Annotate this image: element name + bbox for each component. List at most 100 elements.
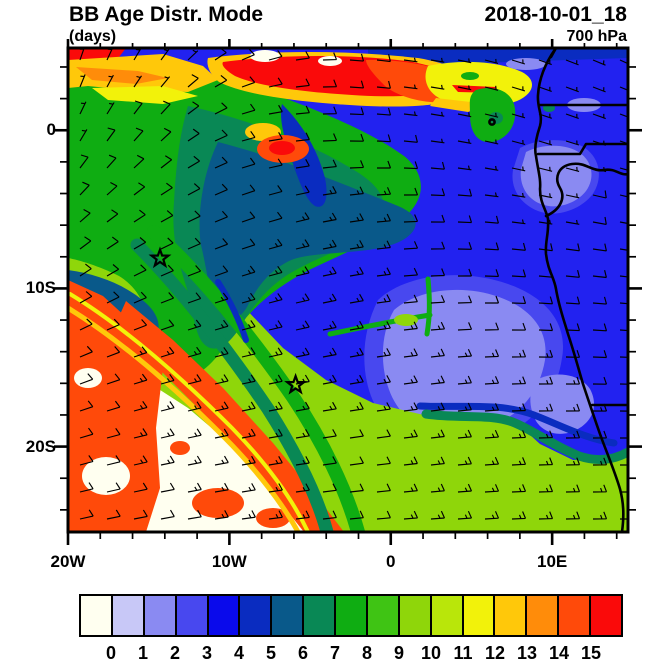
wind-barb: [376, 54, 391, 63]
contour-region: [92, 86, 198, 104]
wind-barb: [457, 402, 472, 412]
wind-barb: [349, 347, 364, 358]
wind-barb: [160, 127, 172, 142]
wind-barb: [592, 350, 608, 359]
wind-barb: [403, 111, 418, 117]
colorbar-cell: [206, 594, 241, 637]
wind-barb: [160, 264, 174, 277]
colorbar-cell: [461, 594, 496, 637]
coastline: [488, 48, 628, 532]
wind-barb: [430, 456, 445, 466]
wind-barb: [376, 213, 391, 223]
wind-barb: [565, 403, 581, 412]
wind-barb: [187, 101, 200, 115]
wind-barb: [457, 112, 472, 118]
wind-barb: [484, 484, 500, 493]
units-label: (days): [69, 28, 117, 45]
wind-barb: [565, 457, 581, 466]
colorbar-cell: [238, 594, 273, 637]
wind-barb: [511, 457, 527, 466]
wind-barb: [565, 511, 581, 520]
wind-barb: [349, 266, 364, 277]
wind-barb: [511, 166, 526, 172]
wind-barb: [457, 58, 472, 64]
x-axis-tick-label: 0: [386, 552, 396, 571]
wind-barb: [592, 59, 606, 66]
contour-region: [489, 112, 503, 124]
contour-region: [394, 314, 418, 326]
wind-barb: [430, 57, 445, 63]
wind-barb: [79, 318, 93, 331]
wind-barb: [241, 510, 256, 520]
wind-barb: [457, 215, 473, 224]
wind-barb: [187, 265, 202, 277]
colorbar-cell: [174, 594, 209, 637]
pressure-level-label: 700 hPa: [566, 28, 627, 45]
wind-barb: [403, 510, 419, 520]
wind-barb: [403, 241, 419, 250]
wind-barb: [538, 59, 552, 66]
wind-barb: [322, 293, 337, 304]
wind-barb: [214, 238, 229, 250]
wind-barb: [484, 456, 500, 466]
wind-barb: [133, 154, 145, 169]
wind-barb: [430, 429, 445, 439]
wind-barb: [106, 209, 119, 223]
wind-barb: [133, 373, 148, 385]
contour-region: [215, 279, 249, 343]
wind-barb: [268, 185, 283, 196]
wind-barb: [187, 374, 202, 385]
wind-barb: [322, 320, 337, 331]
wind-barb: [511, 59, 526, 65]
wind-barb: [592, 430, 608, 439]
wind-barb: [187, 49, 199, 61]
contour-region: [269, 141, 295, 155]
wind-barb: [214, 510, 229, 520]
wind-barb: [106, 127, 116, 142]
island-outline: [488, 118, 496, 126]
page-title: BB Age Distr. Mode: [69, 3, 264, 26]
wind-barb: [349, 53, 365, 62]
y-axis-tick-label: 20S: [25, 436, 56, 456]
wind-barb: [295, 483, 310, 493]
wind-barb: [160, 100, 171, 115]
contour-region: [424, 276, 432, 337]
wind-barb: [79, 181, 90, 196]
wind-barb: [295, 429, 310, 439]
wind-barb: [133, 319, 148, 331]
wind-barb: [133, 509, 148, 520]
wind-barb: [268, 132, 283, 142]
wind-barb: [457, 375, 472, 385]
wind-barb: [349, 186, 364, 196]
wind-barb: [79, 236, 92, 250]
wind-barb: [160, 182, 173, 196]
wind-barb: [430, 510, 446, 520]
wind-barb: [106, 181, 118, 196]
x-axis-tick-label: 10E: [537, 552, 568, 571]
wind-barb: [241, 103, 256, 115]
contour-region: [199, 142, 416, 319]
wind-barb: [160, 346, 175, 358]
wind-barb: [268, 483, 283, 493]
wind-barb: [538, 511, 554, 520]
wind-barb: [268, 320, 283, 331]
wind-barb: [322, 347, 337, 358]
wind-barb: [592, 403, 608, 412]
colorbar-cell: [397, 594, 432, 637]
wind-barb: [322, 212, 337, 223]
contour-region: [520, 145, 592, 207]
wind-barb: [511, 139, 526, 146]
wind-barb: [187, 155, 200, 169]
contour-region: [421, 409, 628, 464]
wind-barb: [295, 456, 310, 466]
wind-barb: [295, 320, 310, 331]
wind-barb: [565, 86, 579, 93]
wind-barb: [106, 236, 119, 250]
wind-barb: [268, 158, 283, 169]
colorbar-cell: [589, 594, 623, 637]
wind-barb: [619, 86, 628, 91]
wind-barb: [322, 186, 337, 196]
wind-barb: [376, 402, 391, 412]
wind-barb: [349, 402, 364, 412]
wind-barb: [322, 79, 338, 88]
